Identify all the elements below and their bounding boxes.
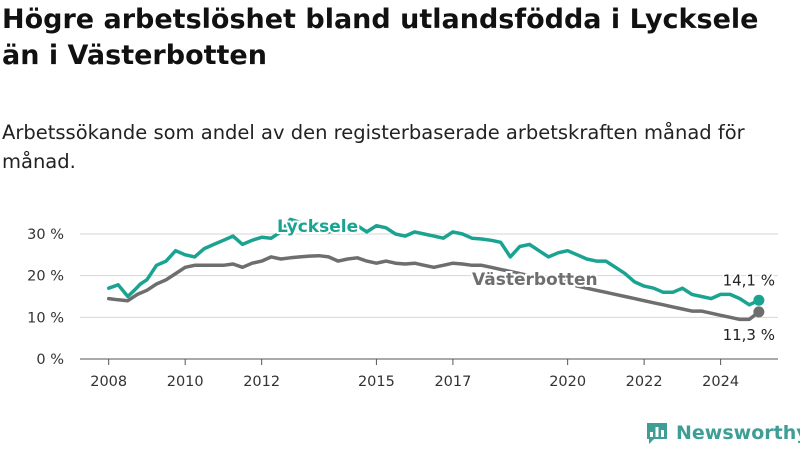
line-chart: 0 % 10 % 20 % 30 % 2008 2010 2012 2015 2017 2020… (27, 215, 778, 390)
x-tick-label: 2022 (626, 374, 663, 390)
x-tick-label: 2024 (702, 374, 739, 390)
x-tick-label: 2010 (167, 374, 204, 390)
x-tick-label: 2020 (549, 374, 586, 390)
x-tick-label: 2008 (90, 374, 127, 390)
series-line-1 (106, 253, 761, 322)
y-tick-label: 0 % (36, 352, 64, 368)
x-tick-label: 2017 (434, 374, 471, 390)
brand-name: Newsworthy (676, 422, 800, 444)
x-axis: 2008 2010 2012 2015 2017 2020 2022 2024 (80, 358, 778, 390)
end-value-label: 14,1 % (723, 271, 775, 289)
y-tick-label: 20 % (27, 269, 64, 285)
series-lines (106, 217, 765, 322)
end-value-label: 11,3 % (723, 326, 775, 344)
series-labels: Lycksele 14,1 % Västerbotten 11,3 % (275, 215, 777, 346)
newsworthy-logo-icon (647, 423, 667, 444)
x-tick-label: 2015 (358, 374, 395, 390)
brand: Newsworthy (645, 419, 800, 447)
y-tick-label: 10 % (27, 310, 64, 326)
series-end-point (753, 294, 765, 306)
series-line-0 (106, 217, 761, 307)
x-tick-label: 2012 (243, 374, 280, 390)
series-end-point (753, 306, 765, 318)
series-label: Västerbotten (472, 270, 598, 290)
chart-subtitle: Arbetssökande som andel av den registerb… (2, 121, 745, 173)
chart-title: Högre arbetslöshet bland utlandsfödda i … (2, 4, 759, 71)
y-axis: 0 % 10 % 20 % 30 % (27, 227, 64, 368)
gridlines (80, 233, 778, 318)
y-tick-label: 30 % (27, 227, 64, 243)
series-label: Lycksele (277, 217, 358, 237)
